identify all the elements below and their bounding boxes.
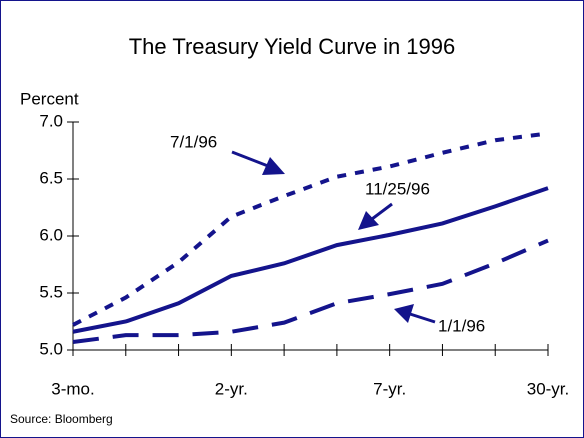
arrow — [231, 150, 269, 168]
source: Source: Bloomberg — [10, 412, 113, 426]
chart-title: The Treasury Yield Curve in 1996 — [129, 34, 456, 59]
x-tick-label: 2-yr. — [215, 379, 248, 398]
y-axis-label: Percent — [20, 89, 79, 108]
arrow-head — [358, 211, 379, 230]
y-tick-label: 6.0 — [39, 225, 63, 244]
x-tick-label: 30-yr. — [527, 379, 570, 398]
x-tick-label: 3-mo. — [51, 379, 94, 398]
series-label: 7/1/96 — [170, 132, 217, 151]
arrows — [231, 150, 436, 324]
arrow — [409, 312, 436, 324]
series-label: 11/25/96 — [365, 179, 430, 198]
y-tick-label: 7.0 — [39, 111, 63, 130]
series-line — [72, 238, 549, 345]
series-line — [72, 186, 549, 334]
series-label: 1/1/96 — [438, 316, 485, 335]
series-line — [72, 131, 549, 327]
y-tick-label: 5.5 — [39, 282, 63, 301]
arrow — [371, 202, 393, 221]
y-tick-label: 6.5 — [39, 168, 63, 187]
arrow-head — [262, 157, 285, 175]
x-tick-label: 7-yr. — [373, 379, 406, 398]
arrow-head — [394, 304, 414, 323]
y-tick-label: 5.0 — [39, 339, 63, 358]
